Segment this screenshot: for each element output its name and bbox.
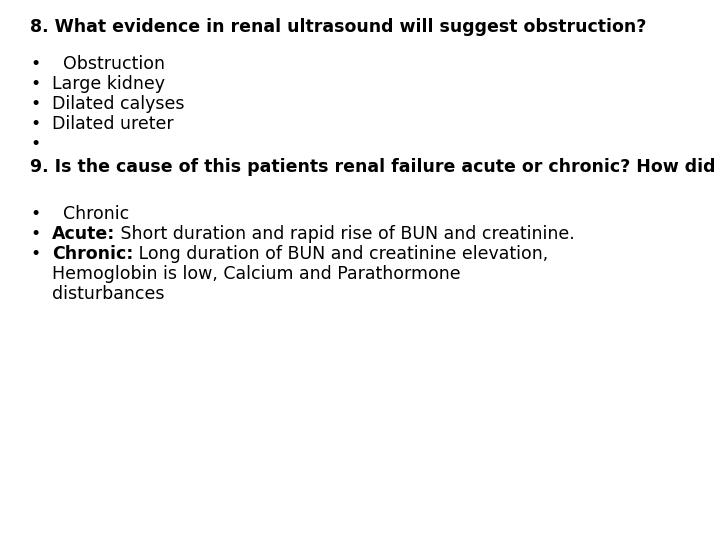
- Text: Acute:: Acute:: [52, 225, 115, 243]
- Text: Large kidney: Large kidney: [52, 75, 165, 93]
- Text: Dilated calyses: Dilated calyses: [52, 95, 184, 113]
- Text: •: •: [30, 225, 40, 243]
- Text: Chronic: Chronic: [52, 205, 130, 223]
- Text: 8. What evidence in renal ultrasound will suggest obstruction?: 8. What evidence in renal ultrasound wil…: [30, 18, 647, 36]
- Text: Obstruction: Obstruction: [52, 55, 165, 73]
- Text: •: •: [30, 115, 40, 133]
- Text: •: •: [30, 245, 40, 263]
- Text: •: •: [30, 95, 40, 113]
- Text: Chronic:: Chronic:: [52, 245, 133, 263]
- Text: Long duration of BUN and creatinine elevation,: Long duration of BUN and creatinine elev…: [133, 245, 549, 263]
- Text: Dilated ureter: Dilated ureter: [52, 115, 174, 133]
- Text: Hemoglobin is low, Calcium and Parathormone: Hemoglobin is low, Calcium and Parathorm…: [52, 265, 461, 284]
- Text: disturbances: disturbances: [52, 285, 164, 303]
- Text: •: •: [30, 55, 40, 73]
- Text: 9. Is the cause of this patients renal failure acute or chronic? How did you arr: 9. Is the cause of this patients renal f…: [30, 158, 720, 176]
- Text: Short duration and rapid rise of BUN and creatinine.: Short duration and rapid rise of BUN and…: [115, 225, 575, 243]
- Text: •: •: [30, 205, 40, 223]
- Text: •: •: [30, 75, 40, 93]
- Text: •: •: [30, 135, 40, 153]
